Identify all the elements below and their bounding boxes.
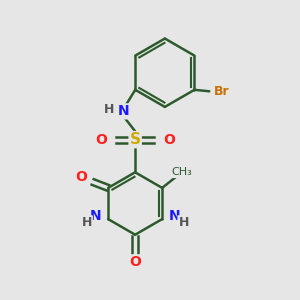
Text: Br: Br [214,85,230,98]
Text: O: O [164,133,175,147]
Text: S: S [130,132,141,147]
Text: N: N [118,104,130,118]
Text: O: O [95,133,107,147]
Text: N: N [169,208,181,223]
Text: O: O [129,255,141,269]
Text: O: O [75,170,87,184]
Text: H: H [82,216,92,229]
Text: H: H [104,103,114,116]
Text: N: N [90,208,101,223]
Text: H: H [178,216,189,229]
Text: CH₃: CH₃ [172,167,193,177]
